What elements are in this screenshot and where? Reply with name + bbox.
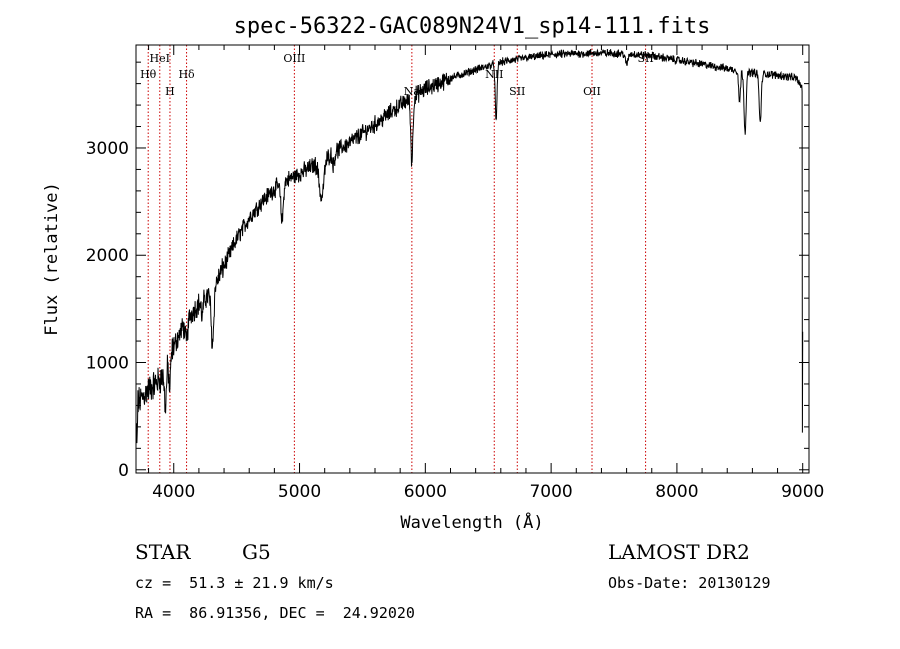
plot-frame xyxy=(135,44,810,474)
x-tick-label: 4000 xyxy=(152,482,195,502)
x-tick-label: 9000 xyxy=(781,482,824,502)
y-tick-label: 3000 xyxy=(86,139,129,159)
observation-date: Obs-Date: 20130129 xyxy=(608,574,771,592)
coordinates-text: RA = 86.91356, DEC = 24.92020 xyxy=(135,604,415,622)
spectral-line-label: HeI xyxy=(150,52,170,65)
x-tick-label: 7000 xyxy=(529,482,572,502)
y-tick-label: 0 xyxy=(118,461,129,481)
spectral-line-label: OII xyxy=(583,85,601,98)
y-axis-ticks: 0 1000 2000 3000 xyxy=(86,61,809,481)
object-class: STAR xyxy=(135,540,191,564)
chart-title: spec-56322-GAC089N24V1_sp14-111.fits xyxy=(234,14,711,39)
spectral-line-label: Hθ xyxy=(140,68,157,81)
survey-name: LAMOST DR2 xyxy=(608,540,750,564)
spectral-line-label: SII xyxy=(509,85,525,98)
y-tick-label: 1000 xyxy=(86,354,129,374)
x-tick-label: 8000 xyxy=(655,482,698,502)
y-axis-label: Flux (relative) xyxy=(42,182,62,336)
object-subclass: G5 xyxy=(242,540,271,564)
x-tick-label: 6000 xyxy=(404,482,447,502)
spectral-line-label: OIII xyxy=(283,52,305,65)
x-tick-label: 5000 xyxy=(278,482,321,502)
y-tick-label: 2000 xyxy=(86,246,129,266)
spectral-line-label: H xyxy=(165,85,175,98)
spectrum-line xyxy=(135,48,804,444)
spectral-line-label: Hδ xyxy=(178,68,195,81)
x-axis-label: Wavelength (Å) xyxy=(400,511,543,533)
redshift-text: cz = 51.3 ± 21.9 km/s xyxy=(135,574,334,592)
x-axis-ticks: 4000 5000 6000 7000 8000 9000 xyxy=(148,45,824,502)
